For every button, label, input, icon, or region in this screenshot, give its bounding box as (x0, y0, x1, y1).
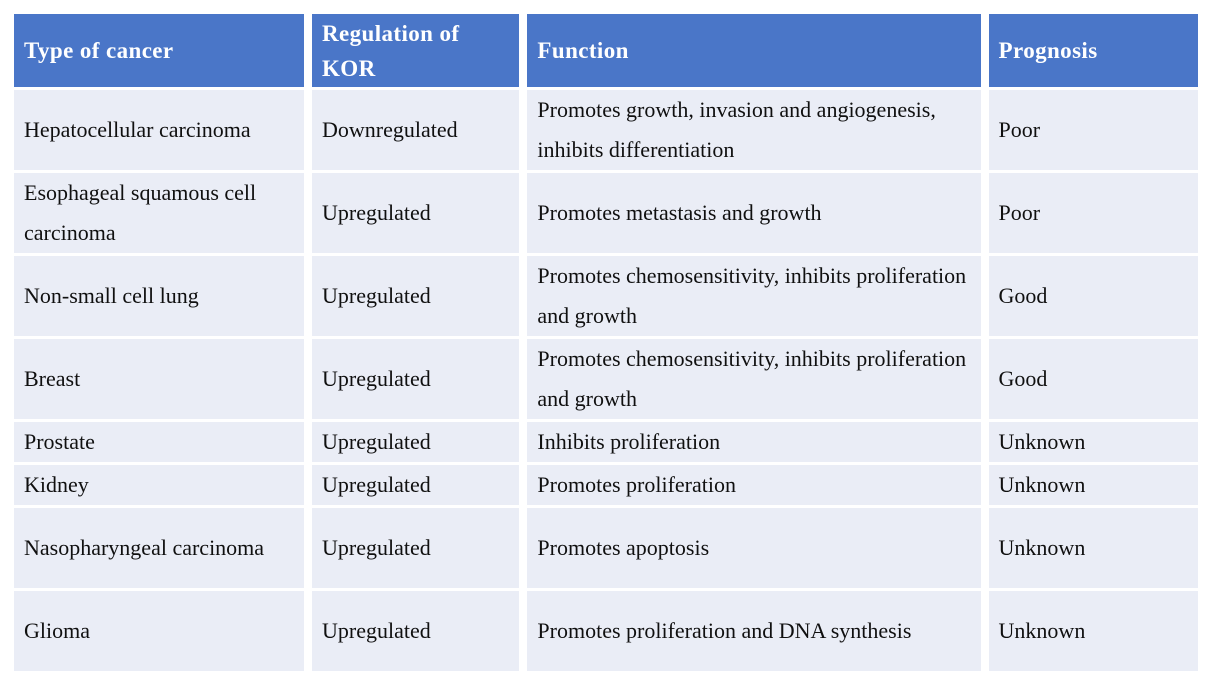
cell-prognosis: Unknown (988, 508, 1198, 588)
header-cell-regulation-of-kor: Regulation of KOR (312, 14, 520, 87)
table-body: Hepatocellular carcinoma Downregulated P… (14, 90, 1198, 671)
header-row: Type of cancer Regulation of KOR Functio… (14, 14, 1198, 87)
cell-prognosis: Poor (988, 173, 1198, 253)
cell-prognosis: Unknown (988, 422, 1198, 462)
cell-cancer-type: Glioma (14, 591, 304, 671)
cell-cancer-type: Kidney (14, 465, 304, 505)
cell-function: Promotes apoptosis (527, 508, 981, 588)
cell-cancer-type: Hepatocellular carcinoma (14, 90, 304, 170)
table-row-nasopharyngeal: Nasopharyngeal carcinoma Upregulated Pro… (14, 508, 1198, 588)
cell-regulation: Upregulated (312, 422, 520, 462)
cell-cancer-type: Breast (14, 339, 304, 419)
table-row-esophageal: Esophageal squamous cell carcinoma Upreg… (14, 173, 1198, 253)
cell-function: Promotes proliferation and DNA synthesis (527, 591, 981, 671)
cell-regulation: Upregulated (312, 256, 520, 336)
table-row-prostate: Prostate Upregulated Inhibits proliferat… (14, 422, 1198, 462)
cell-regulation: Upregulated (312, 508, 520, 588)
cell-cancer-type: Prostate (14, 422, 304, 462)
cell-regulation: Upregulated (312, 465, 520, 505)
cell-prognosis: Unknown (988, 465, 1198, 505)
cell-prognosis: Unknown (988, 591, 1198, 671)
header-cell-prognosis: Prognosis (988, 14, 1198, 87)
cell-cancer-type: Nasopharyngeal carcinoma (14, 508, 304, 588)
header-cell-function: Function (527, 14, 981, 87)
cell-cancer-type: Esophageal squamous cell carcinoma (14, 173, 304, 253)
table-row-glioma: Glioma Upregulated Promotes proliferatio… (14, 591, 1198, 671)
table-row-non-small-cell-lung: Non-small cell lung Upregulated Promotes… (14, 256, 1198, 336)
kor-cancer-table: Type of cancer Regulation of KOR Functio… (6, 11, 1206, 674)
table-row-hepatocellular: Hepatocellular carcinoma Downregulated P… (14, 90, 1198, 170)
cell-regulation: Downregulated (312, 90, 520, 170)
cell-regulation: Upregulated (312, 591, 520, 671)
cell-function: Inhibits proliferation (527, 422, 981, 462)
cell-regulation: Upregulated (312, 339, 520, 419)
cell-prognosis: Good (988, 256, 1198, 336)
table-header: Type of cancer Regulation of KOR Functio… (14, 14, 1198, 87)
cell-cancer-type: Non-small cell lung (14, 256, 304, 336)
cell-prognosis: Good (988, 339, 1198, 419)
cell-prognosis: Poor (988, 90, 1198, 170)
cell-function: Promotes growth, invasion and angiogenes… (527, 90, 981, 170)
cell-regulation: Upregulated (312, 173, 520, 253)
table-row-breast: Breast Upregulated Promotes chemosensiti… (14, 339, 1198, 419)
cell-function: Promotes chemosensitivity, inhibits prol… (527, 256, 981, 336)
table-row-kidney: Kidney Upregulated Promotes proliferatio… (14, 465, 1198, 505)
cell-function: Promotes proliferation (527, 465, 981, 505)
cell-function: Promotes chemosensitivity, inhibits prol… (527, 339, 981, 419)
header-cell-type-of-cancer: Type of cancer (14, 14, 304, 87)
cell-function: Promotes metastasis and growth (527, 173, 981, 253)
